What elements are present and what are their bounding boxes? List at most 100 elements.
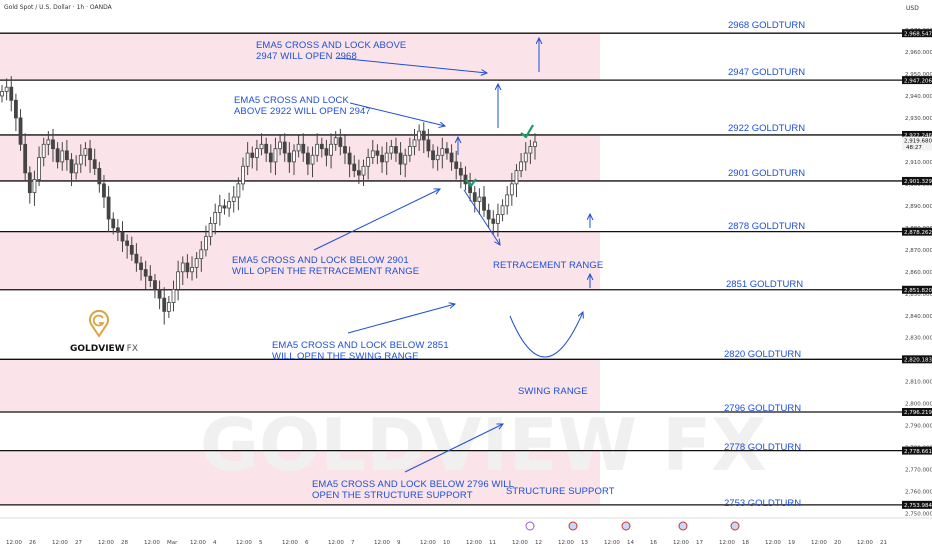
candle-body (32, 179, 37, 194)
price-tick: 2,870.000 (905, 248, 932, 254)
time-tick: 20 (834, 540, 841, 546)
time-tick: 12:00 (190, 540, 206, 546)
annotation-arrow (337, 57, 487, 73)
zone-band (0, 33, 600, 81)
candle-body (389, 146, 394, 154)
time-tick: 9 (397, 540, 401, 546)
candle-body (27, 172, 32, 194)
zone-band (0, 359, 600, 413)
level-lines (0, 32, 902, 506)
time-tick: 10 (443, 540, 450, 546)
price-tick: 2,940.000 (905, 94, 932, 100)
time-tick: 12:00 (811, 540, 827, 546)
candle-body (60, 150, 65, 163)
price-tick: 2,850.000 (905, 292, 932, 298)
event-icon (621, 521, 631, 531)
annotation-arrow (349, 102, 445, 126)
candle-body (125, 240, 130, 246)
candle-body (278, 141, 282, 150)
level-price-tag-text: 2,778.661 (904, 449, 932, 455)
candle-body (482, 196, 486, 211)
candle-body (375, 150, 380, 156)
level-price-tag (902, 446, 932, 455)
candle-body (407, 146, 412, 156)
candle-body (384, 152, 389, 163)
time-tick: 12:00 (466, 540, 482, 546)
level-label: 2753 GOLDTURN (724, 498, 802, 509)
candle-body (343, 146, 347, 154)
time-tick: 12:00 (765, 540, 781, 546)
candle-body (273, 148, 278, 163)
level-label: 2878 GOLDTURN (728, 221, 806, 232)
candle-body (176, 271, 181, 290)
candle-body (23, 143, 28, 174)
time-tick: 7 (351, 540, 355, 546)
level-price-tag (902, 285, 932, 294)
level-label: 2947 GOLDTURN (728, 67, 806, 78)
candle-body (157, 288, 162, 299)
price-tick: 2,760.000 (905, 490, 932, 496)
level-price-tag (902, 408, 932, 417)
candle-body (463, 174, 468, 185)
candle-body (4, 86, 9, 92)
time-tick: 12:00 (420, 540, 436, 546)
price-tick: 2,840.000 (905, 314, 932, 320)
time-tick: 17 (696, 540, 703, 546)
candle-body (88, 148, 92, 161)
retracement-range-label: RETRACEMENT RANGE (493, 260, 604, 271)
level-price-tag (902, 500, 932, 509)
time-tick: 14 (627, 540, 634, 546)
candle-body (403, 154, 408, 165)
time-tick: 12:00 (857, 540, 873, 546)
level-price-tag-text: 2,851.820 (904, 288, 932, 294)
price-tick: 2,930.000 (905, 116, 932, 122)
candle-body (92, 159, 97, 169)
event-icon (568, 521, 578, 531)
price-tick: 2,950.000 (905, 72, 932, 78)
annotation-below-2796: EMA5 CROSS AND LOCK BELOW 2796 WILL OPEN… (312, 479, 515, 501)
candle-body (338, 137, 343, 147)
event-icon (525, 521, 535, 531)
candle-body (315, 143, 320, 156)
candle-body (217, 205, 222, 213)
price-tick: 2,910.000 (905, 160, 932, 166)
level-label: 2778 GOLDTURN (724, 442, 802, 453)
candle-body (264, 143, 269, 154)
candle-body (431, 150, 435, 161)
candle-body (352, 163, 357, 172)
level-price-tag-text: 2,922.246 (904, 133, 932, 139)
time-tick: 28 (121, 540, 128, 546)
level-label: 2820 GOLDTURN (724, 349, 802, 360)
logo-brand: GOLDVIEW (70, 344, 125, 354)
level-price-tag (902, 29, 932, 38)
time-tick: 4 (213, 540, 217, 546)
candle-body (162, 297, 167, 312)
level-label: 2796 GOLDTURN (724, 403, 802, 414)
time-tick: 16 (650, 540, 657, 546)
candle-body (204, 236, 208, 251)
level-price-tag (902, 76, 932, 85)
candle-body (102, 183, 106, 198)
candle-body (398, 152, 403, 165)
current-price-tag (902, 136, 932, 151)
annotation-arrow (463, 189, 500, 245)
event-icon (730, 521, 740, 531)
level-price-tag-text: 2,796.219 (904, 410, 932, 416)
candle-body (129, 245, 134, 255)
candle-body (500, 205, 505, 216)
time-tick: 12:00 (236, 540, 252, 546)
candle-body (241, 165, 245, 185)
candle-body (190, 266, 194, 273)
time-tick: 26 (29, 540, 36, 546)
candle-body (472, 192, 477, 202)
candle-body (435, 154, 440, 161)
candle-body (412, 139, 417, 147)
level-price-tag-text: 2,901.329 (904, 179, 932, 185)
candle-body (370, 150, 375, 158)
candle-body (533, 141, 537, 147)
candle-body (282, 141, 287, 154)
candle-body (115, 227, 120, 233)
candle-body (171, 288, 176, 303)
